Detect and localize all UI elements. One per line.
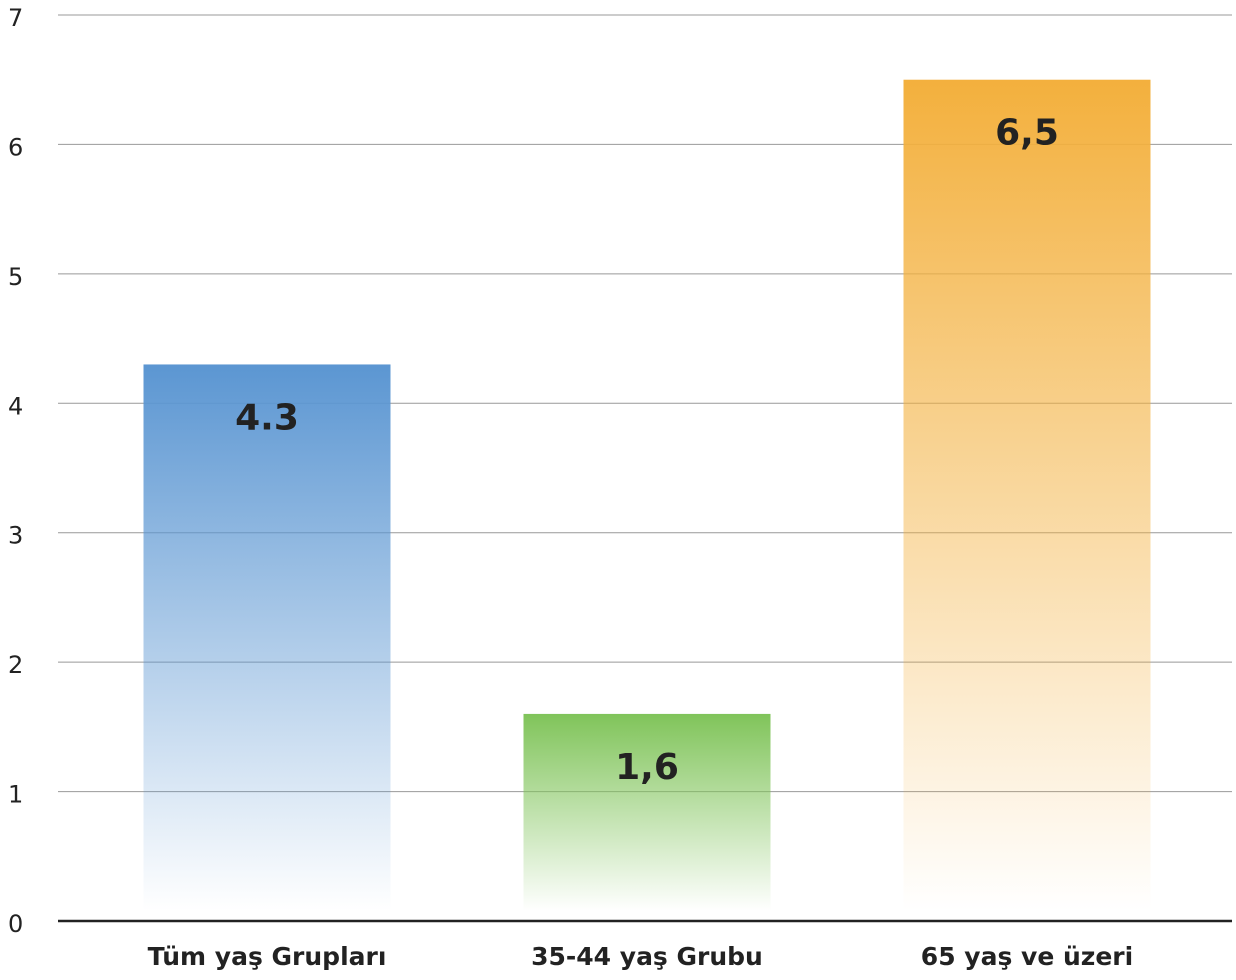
y-tick-label: 0	[8, 910, 23, 938]
value-label: 1,6	[615, 747, 679, 788]
y-tick-label: 5	[8, 263, 23, 291]
y-tick-label: 4	[8, 392, 23, 420]
bar	[903, 79, 1151, 911]
x-tick-label: Tüm yaş Grupları	[148, 942, 387, 971]
bar	[523, 713, 771, 911]
y-tick-label: 6	[8, 133, 23, 161]
y-tick-label: 7	[8, 4, 23, 32]
bar	[143, 364, 391, 911]
y-tick-label: 3	[8, 522, 23, 550]
x-tick-label: 35-44 yaş Grubu	[531, 942, 763, 971]
y-tick-label: 1	[8, 781, 23, 809]
x-tick-label: 65 yaş ve üzeri	[921, 942, 1133, 971]
value-label: 4.3	[235, 397, 299, 438]
y-tick-label: 2	[8, 651, 23, 679]
value-label: 6,5	[995, 113, 1059, 154]
